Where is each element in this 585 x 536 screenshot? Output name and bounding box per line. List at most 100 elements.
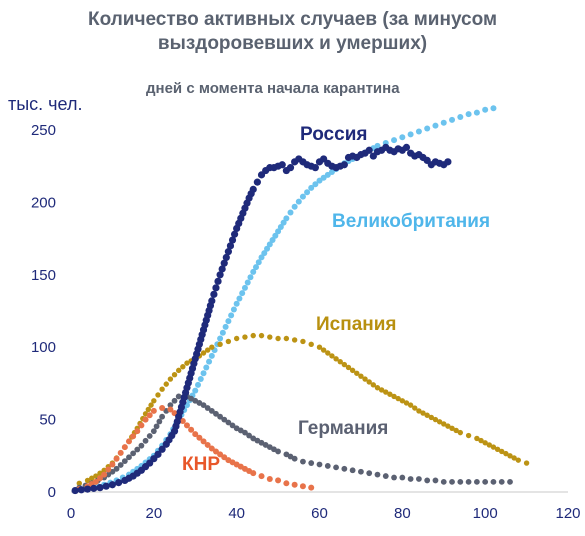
y-tick-label: 250 [31,122,56,139]
data-point [465,478,472,485]
chart-subtitle: дней с момента начала карантина [146,80,400,97]
data-point [482,106,489,113]
chart-title: Количество активных случаев (за минусом … [0,8,585,56]
data-point [383,389,389,395]
data-point [473,109,480,116]
data-point [233,335,240,342]
data-point [210,290,218,298]
data-point [76,480,82,487]
data-point [134,428,141,435]
data-point [387,391,393,397]
data-point [244,279,251,286]
data-point [113,455,120,462]
data-point [316,344,323,350]
data-point [490,444,497,450]
data-point [180,364,186,370]
data-point [239,290,246,297]
data-point [312,181,319,188]
data-point [230,306,237,313]
data-point [222,253,230,262]
data-point [440,119,447,126]
data-point [432,122,439,129]
data-point [247,274,254,281]
data-point [300,338,306,345]
y-tick-label: 150 [31,267,56,284]
data-point [440,478,447,485]
data-point [283,480,290,487]
data-point [175,393,182,400]
data-point [424,412,430,418]
y-axis-label: тыс. чел. [8,94,83,114]
data-point [242,429,248,436]
data-point [486,442,493,448]
data-point [277,224,284,231]
x-tick-label: 80 [394,505,411,522]
data-point [208,408,215,414]
x-tick-label: 60 [311,505,328,522]
data-point [432,416,439,423]
data-point [474,435,480,442]
chart-title-line-2: выздоровевших и умерших) [157,33,428,54]
data-point [96,475,103,482]
data-point [333,356,339,362]
data-point [230,230,239,238]
data-point [204,441,211,448]
data-point [220,259,228,267]
series-label: КНР [182,454,220,475]
data-point [253,178,261,186]
data-point [436,419,443,425]
data-point [366,470,373,477]
data-point [358,373,364,379]
data-point [255,259,262,266]
data-point [291,203,298,210]
data-point [329,353,335,359]
chart-title-line-1: Количество активных случаев (за минусом [87,9,498,30]
series-label: Германия [298,418,388,439]
y-tick-label: 200 [31,194,56,211]
data-point [291,337,298,343]
data-point [214,277,222,285]
data-point [125,438,132,445]
data-point [208,352,215,359]
data-point [159,386,165,392]
y-tick-label: 100 [31,339,56,356]
series-label: Испания [316,314,397,335]
data-point [457,429,464,436]
data-point [219,329,226,336]
data-point [192,387,199,394]
data-point [391,137,398,144]
data-point [287,209,294,216]
data-point [159,405,166,412]
data-point [399,474,406,481]
data-point [148,402,154,408]
data-point [212,284,220,292]
data-point [457,478,464,485]
data-point [473,478,480,485]
data-point [197,376,204,383]
data-point [200,370,207,377]
data-point [250,470,257,477]
data-point [362,376,368,382]
data-point [358,468,364,475]
data-point [441,421,447,427]
data-point [428,414,435,421]
data-point [217,341,223,348]
data-point [295,198,302,205]
axes: 0 20 40 60 80 100 120 0 50 100 150 200 250 [31,122,581,522]
x-tick-label: 40 [228,505,245,522]
data-point [200,350,207,356]
data-point [275,448,281,455]
data-point [71,486,79,495]
data-point [325,350,331,356]
data-point [300,458,306,465]
data-point [341,465,348,472]
data-point [291,455,298,462]
data-point [399,134,406,141]
data-point [264,245,271,252]
data-point [299,193,306,200]
data-point [228,312,235,319]
data-point [146,412,153,419]
data-point [337,358,343,365]
data-point [242,334,248,340]
